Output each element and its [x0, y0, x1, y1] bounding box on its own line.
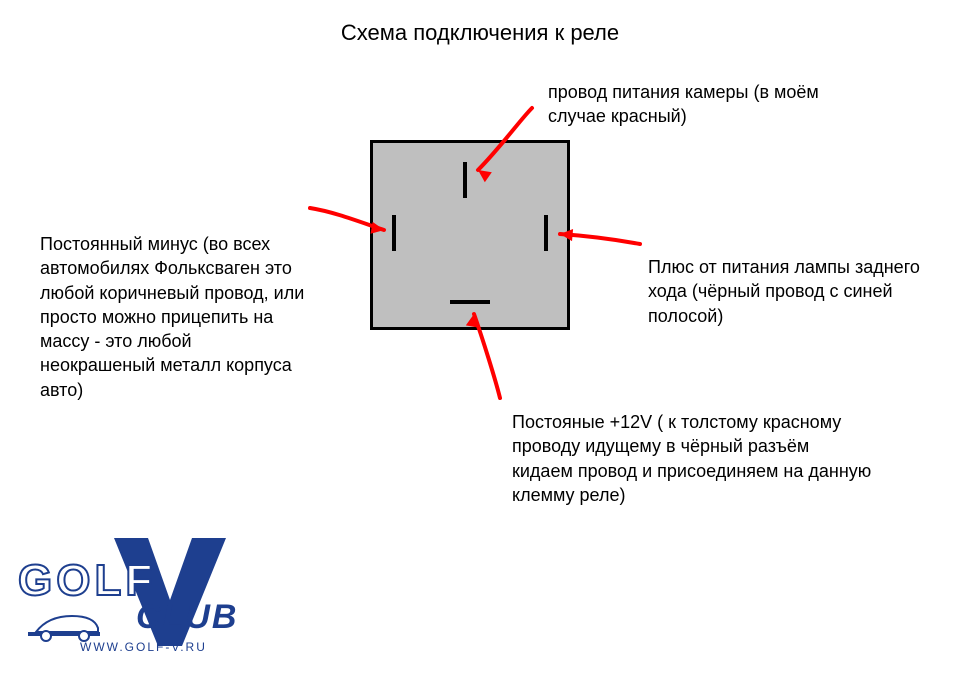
label-right: Плюс от питания лампы заднего хода (чёрн… [648, 255, 928, 328]
pin-left [392, 215, 396, 251]
label-bottom: Постояные +12V ( к толстому красному про… [512, 410, 872, 507]
logo: GOLF CLUB WWW.GOLF-V.RU [18, 528, 248, 668]
pin-right [544, 215, 548, 251]
diagram-title: Схема подключения к реле [0, 20, 960, 46]
logo-url-text: WWW.GOLF-V.RU [80, 640, 207, 654]
pin-bottom [450, 300, 490, 304]
pin-top [463, 162, 467, 198]
label-top: провод питания камеры (в моём случае кра… [548, 80, 878, 129]
label-left: Постоянный минус (во всех автомобилях Фо… [40, 232, 310, 402]
logo-club-text: CLUB [136, 598, 238, 637]
right-arrow [560, 234, 640, 244]
